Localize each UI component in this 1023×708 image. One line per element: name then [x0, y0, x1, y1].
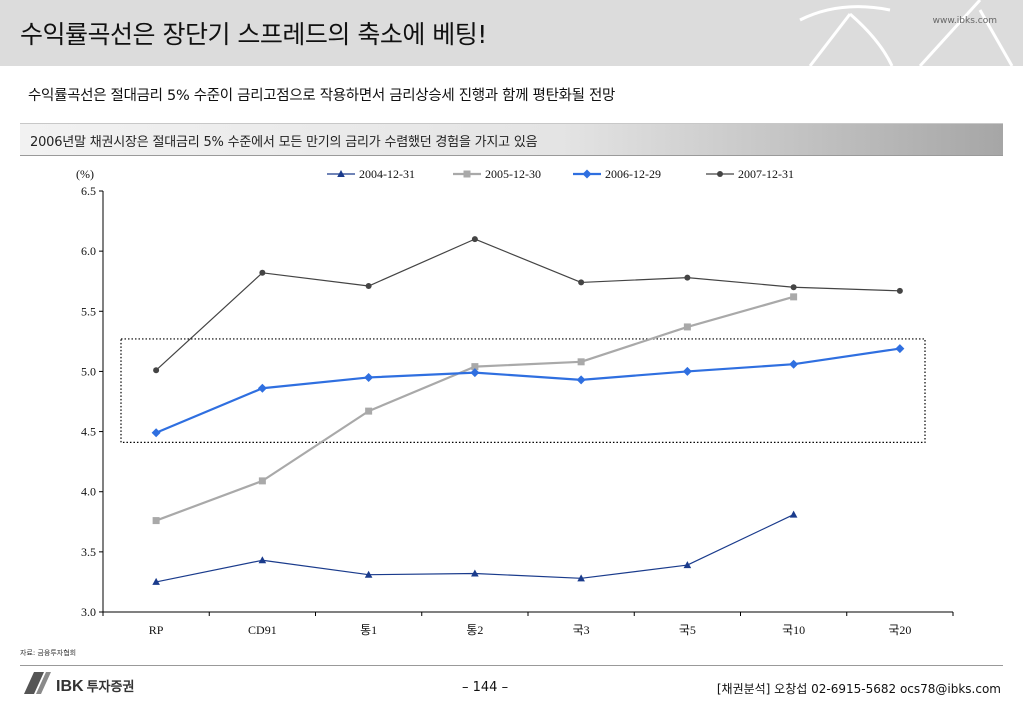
series-line [155, 295, 794, 522]
data-point [471, 363, 479, 371]
data-point [577, 574, 585, 582]
data-point [364, 372, 374, 382]
x-tick-label: 통2 [466, 623, 483, 637]
data-point [257, 383, 267, 393]
data-point [789, 510, 798, 518]
data-point [153, 367, 160, 374]
data-point [151, 428, 161, 438]
yield-curve-chart: 3.0 3.5 4.0 4.5 5.0 5.5 6.0 6.5 (%) RP CD91 통1 통2 국3 국… [76, 167, 954, 637]
source-note: 자료: 금융투자협회 [20, 649, 77, 657]
data-point [683, 323, 691, 331]
legend-marker [717, 171, 723, 177]
x-tick-label: 국20 [888, 623, 911, 637]
data-point [683, 561, 692, 569]
legend-label: 2005-12-30 [485, 167, 541, 181]
data-point [578, 279, 585, 286]
data-point [789, 359, 799, 369]
contact-info: [채권분석] 오창섭 02-6915-5682 ocs78@ibks.com [716, 682, 1001, 696]
ibk-logo-icon [24, 672, 51, 694]
highlight-box [120, 338, 926, 443]
footer-divider [20, 665, 1003, 666]
data-point [365, 283, 372, 290]
data-point [896, 287, 903, 294]
y-tick-label: 4.0 [81, 485, 96, 499]
band-text: 2006년말 채권시장은 절대금리 5% 수준에서 모든 만기의 금리가 수렴했… [30, 135, 538, 150]
data-point [790, 293, 798, 301]
logo-main: IBK [56, 678, 84, 695]
data-point [152, 577, 160, 585]
data-point [790, 284, 797, 291]
legend-label: 2007-12-31 [738, 167, 794, 181]
y-tick-label: 3.5 [81, 545, 96, 559]
data-point [258, 556, 267, 564]
y-tick-label: 4.5 [81, 425, 96, 439]
page-number: – 144 – [462, 680, 509, 695]
data-point [470, 368, 480, 378]
x-tick-label: 국10 [782, 623, 805, 637]
data-point [577, 358, 585, 366]
decorative-arcs [799, 0, 1014, 66]
site-url: www.ibks.com [932, 16, 997, 26]
legend-marker [582, 169, 592, 179]
data-point [364, 570, 373, 578]
x-tick-label: RP [149, 623, 164, 637]
y-tick-label: 5.0 [81, 364, 96, 378]
legend-label: 2004-12-31 [359, 167, 415, 181]
legend-label: 2006-12-29 [605, 167, 661, 181]
legend-marker [463, 170, 471, 178]
legend-marker [337, 170, 345, 177]
y-tick-label: 6.5 [81, 184, 96, 198]
title-bar: 수익률곡선은 장단기 스프레드의 축소에 베팅! www.ibks.com [0, 0, 1023, 66]
data-point [576, 375, 586, 385]
data-point [258, 477, 266, 485]
data-point [471, 236, 478, 243]
data-point [471, 569, 479, 577]
x-tick-label: 국5 [679, 623, 696, 637]
page-title: 수익률곡선은 장단기 스프레드의 축소에 베팅! [20, 20, 487, 49]
data-point [682, 366, 692, 376]
subtitle: 수익률곡선은 절대금리 5% 수준이 금리고점으로 작용하면서 금리상승세 진행… [28, 88, 616, 104]
logo-text: IBK 투자증권 [56, 676, 134, 696]
series-line [155, 238, 900, 371]
x-tick-label: 국3 [573, 623, 590, 637]
y-tick-label: 6.0 [81, 244, 96, 258]
data-point [365, 407, 373, 415]
y-tick-label: 5.5 [81, 304, 96, 318]
y-unit-label: (%) [76, 167, 94, 181]
highlight-band: 2006년말 채권시장은 절대금리 5% 수준에서 모든 만기의 금리가 수렴했… [20, 123, 1003, 156]
series-line [155, 347, 901, 434]
y-tick-label: 3.0 [81, 605, 96, 619]
x-tick-label: CD91 [248, 623, 277, 637]
x-tick-label: 통1 [360, 623, 377, 637]
data-point [259, 269, 266, 276]
logo-sub: 투자증권 [86, 679, 135, 694]
data-point [684, 274, 691, 281]
data-point [895, 344, 905, 354]
data-point [152, 517, 160, 525]
